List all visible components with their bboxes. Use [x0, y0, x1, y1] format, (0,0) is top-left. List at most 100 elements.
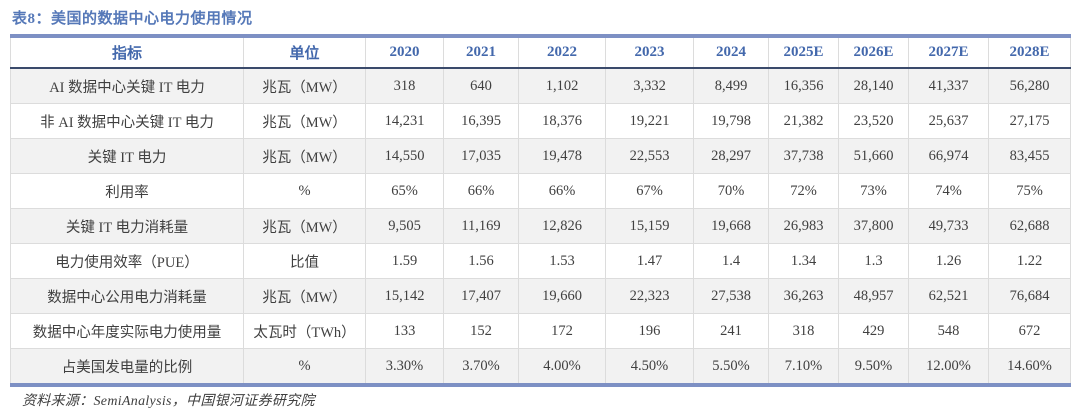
table-row: 数据中心公用电力消耗量 兆瓦（MW） 15,142 17,407 19,660 22,32…	[10, 278, 1071, 314]
value-cell: 1.56	[443, 243, 519, 279]
row-label-cell: 数据中心年度实际电力使用量	[10, 313, 244, 349]
table-header-row: 指标 单位 2020 2021 2022 2023 2024 2025E 2026E 2027E 2…	[10, 36, 1071, 69]
row-label-cell: 非 AI 数据中心关键 IT 电力	[10, 103, 244, 139]
value-cell: 241	[693, 313, 769, 349]
value-cell: 26,983	[768, 208, 839, 244]
unit-cell: 兆瓦（MW）	[243, 138, 366, 174]
row-label-cell: 数据中心公用电力消耗量	[10, 278, 244, 314]
value-cell: 83,455	[988, 138, 1071, 174]
value-cell: 3,332	[605, 67, 694, 104]
value-cell: 51,660	[838, 138, 909, 174]
row-label-cell: 关键 IT 电力消耗量	[10, 208, 244, 244]
col-header-year: 2028E	[988, 36, 1071, 69]
value-cell: 73%	[838, 173, 909, 209]
value-cell: 14.60%	[988, 348, 1071, 386]
value-cell: 12.00%	[908, 348, 989, 386]
value-cell: 1.53	[518, 243, 606, 279]
table-row: AI 数据中心关键 IT 电力 兆瓦（MW） 318 640 1,102 3,332 8,4…	[10, 67, 1071, 104]
value-cell: 18,376	[518, 103, 606, 139]
source-note: 资料来源：SemiAnalysis，中国银河证券研究院	[22, 394, 315, 409]
value-cell: 172	[518, 313, 606, 349]
value-cell: 4.00%	[518, 348, 606, 386]
value-cell: 62,688	[988, 208, 1071, 244]
value-cell: 37,800	[838, 208, 909, 244]
value-cell: 8,499	[693, 67, 769, 104]
value-cell: 5.50%	[693, 348, 769, 386]
value-cell: 7.10%	[768, 348, 839, 386]
value-cell: 548	[908, 313, 989, 349]
value-cell: 318	[365, 67, 444, 104]
table-body: AI 数据中心关键 IT 电力 兆瓦（MW） 318 640 1,102 3,332 8,4…	[10, 67, 1071, 386]
value-cell: 16,395	[443, 103, 519, 139]
col-header-year: 2023	[605, 36, 694, 69]
col-header-year: 2022	[518, 36, 606, 69]
row-label-cell: AI 数据中心关键 IT 电力	[10, 67, 244, 104]
unit-cell: 比值	[243, 243, 366, 279]
value-cell: 36,263	[768, 278, 839, 314]
value-cell: 19,660	[518, 278, 606, 314]
value-cell: 27,538	[693, 278, 769, 314]
value-cell: 12,826	[518, 208, 606, 244]
col-header-year: 2025E	[768, 36, 839, 69]
value-cell: 1.22	[988, 243, 1071, 279]
value-cell: 37,738	[768, 138, 839, 174]
value-cell: 1.3	[838, 243, 909, 279]
value-cell: 28,297	[693, 138, 769, 174]
table-row: 关键 IT 电力消耗量 兆瓦（MW） 9,505 11,169 12,826 15,159…	[10, 208, 1071, 244]
value-cell: 22,323	[605, 278, 694, 314]
value-cell: 9.50%	[838, 348, 909, 386]
value-cell: 152	[443, 313, 519, 349]
col-header-year: 2027E	[908, 36, 989, 69]
value-cell: 25,637	[908, 103, 989, 139]
unit-cell: 太瓦时（TWh）	[243, 313, 366, 349]
table-row: 占美国发电量的比例% 3.30% 3.70% 4.00% 4.50% 5.50% 7.10%…	[10, 348, 1071, 386]
value-cell: 49,733	[908, 208, 989, 244]
value-cell: 28,140	[838, 67, 909, 104]
value-cell: 3.30%	[365, 348, 444, 386]
col-header-year: 2020	[365, 36, 444, 69]
value-cell: 1.47	[605, 243, 694, 279]
col-header-year: 2026E	[838, 36, 909, 69]
value-cell: 76,684	[988, 278, 1071, 314]
value-cell: 640	[443, 67, 519, 104]
value-cell: 19,668	[693, 208, 769, 244]
unit-cell: 兆瓦（MW）	[243, 103, 366, 139]
unit-cell: 兆瓦（MW）	[243, 67, 366, 104]
unit-cell: 兆瓦（MW）	[243, 278, 366, 314]
value-cell: 318	[768, 313, 839, 349]
value-cell: 62,521	[908, 278, 989, 314]
value-cell: 48,957	[838, 278, 909, 314]
value-cell: 14,231	[365, 103, 444, 139]
value-cell: 66%	[518, 173, 606, 209]
value-cell: 19,478	[518, 138, 606, 174]
table-header: 指标 单位 2020 2021 2022 2023 2024 2025E 2026E 2027E 2…	[10, 36, 1071, 69]
value-cell: 14,550	[365, 138, 444, 174]
value-cell: 23,520	[838, 103, 909, 139]
value-cell: 672	[988, 313, 1071, 349]
row-label-cell: 占美国发电量的比例	[10, 348, 244, 386]
table-title: 表8：美国的数据中心电力使用情况	[12, 11, 253, 27]
table-row: 电力使用效率（PUE） 比值 1.59 1.56 1.53 1.47 1.4 1.34 1.3 1…	[10, 243, 1071, 279]
value-cell: 1.59	[365, 243, 444, 279]
col-header-indicator: 指标	[10, 36, 244, 69]
data-center-power-table: 指标 单位 2020 2021 2022 2023 2024 2025E 2026E 2027E 2…	[10, 34, 1071, 387]
value-cell: 65%	[365, 173, 444, 209]
value-cell: 133	[365, 313, 444, 349]
value-cell: 17,407	[443, 278, 519, 314]
row-label-cell: 关键 IT 电力	[10, 138, 244, 174]
value-cell: 4.50%	[605, 348, 694, 386]
value-cell: 429	[838, 313, 909, 349]
table-row: 数据中心年度实际电力使用量 太瓦时（TWh） 133 152 172 196 241 318 4…	[10, 313, 1071, 349]
value-cell: 70%	[693, 173, 769, 209]
value-cell: 196	[605, 313, 694, 349]
table-row: 非 AI 数据中心关键 IT 电力 兆瓦（MW） 14,231 16,395 18,37…	[10, 103, 1071, 139]
value-cell: 21,382	[768, 103, 839, 139]
table-row: 利用率% 65% 66% 66% 67% 70% 72% 73% 74% 75%	[10, 173, 1071, 209]
value-cell: 1.34	[768, 243, 839, 279]
col-header-unit: 单位	[243, 36, 366, 69]
value-cell: 74%	[908, 173, 989, 209]
value-cell: 66,974	[908, 138, 989, 174]
value-cell: 9,505	[365, 208, 444, 244]
value-cell: 11,169	[443, 208, 519, 244]
unit-cell: %	[243, 173, 366, 209]
